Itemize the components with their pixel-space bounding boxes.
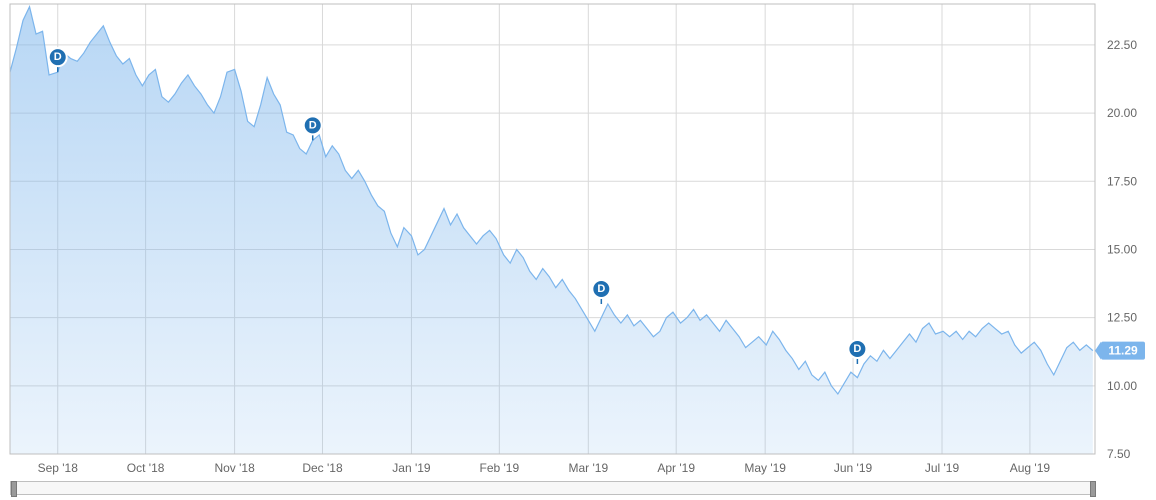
stock-chart-container: Centurylink (CTL) - Barchart.com 7.5010.… [0,0,1156,500]
y-axis-label: 22.50 [1107,38,1137,52]
dividend-flag-label: D [597,283,605,295]
dividend-flag-label: D [853,343,861,355]
x-axis-label: Nov '18 [214,461,255,475]
y-axis-label: 20.00 [1107,106,1137,120]
x-axis-label: Dec '18 [302,461,343,475]
x-axis-label: Mar '19 [568,461,608,475]
x-axis-label: Jun '19 [834,461,873,475]
x-axis-label: Feb '19 [480,461,520,475]
chart-svg[interactable]: 7.50 10.00 12.50 15.00 17.50 20.00 22.50 Sep '1… [0,0,1156,500]
y-axis-label: 12.50 [1107,311,1137,325]
range-slider-handle-right[interactable] [1090,481,1096,497]
y-axis-label: 7.50 [1107,447,1131,461]
y-axis-label: 10.00 [1107,379,1137,393]
x-axis-label: Aug '19 [1010,461,1051,475]
x-axis-label: Oct '18 [127,461,165,475]
x-axis-label: Jul '19 [925,461,960,475]
y-axis-label: 17.50 [1107,174,1137,188]
range-slider-track[interactable] [10,481,1095,495]
dividend-flag-label: D [309,119,317,131]
last-price-pointer [1095,342,1101,360]
x-axis-label: Jan '19 [392,461,431,475]
dividend-flag-label: D [54,51,62,63]
x-axis-label: Sep '18 [38,461,79,475]
x-axis-label: Apr '19 [657,461,695,475]
x-axis-label: May '19 [744,461,786,475]
last-price-value: 11.29 [1108,344,1138,358]
range-slider-handle-left[interactable] [11,481,17,497]
y-axis-label: 15.00 [1107,242,1137,256]
